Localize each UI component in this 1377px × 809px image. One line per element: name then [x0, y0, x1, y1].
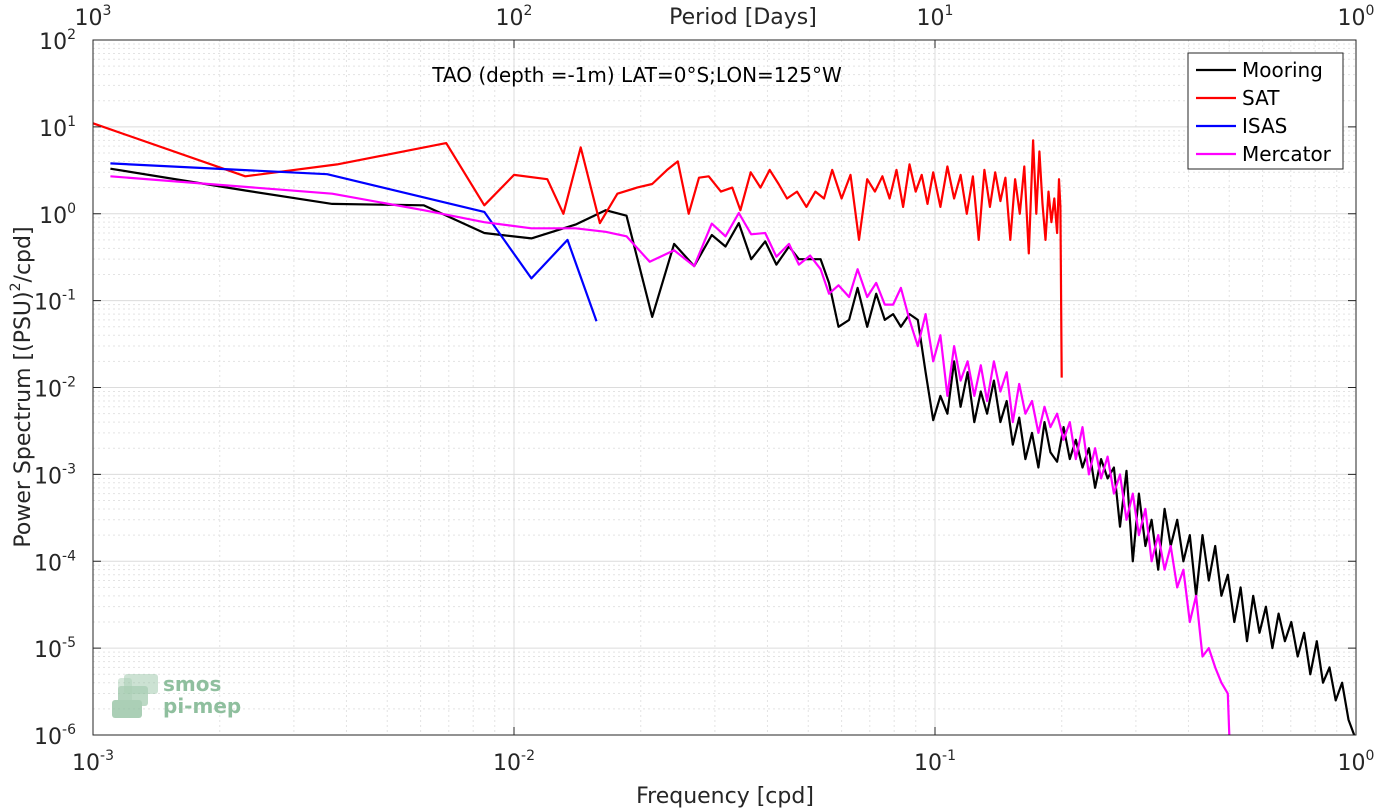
- y-tick-label-exp: 2: [67, 27, 76, 43]
- period-tick-label-exp: 2: [524, 3, 533, 19]
- x-axis-label: Frequency [cpd]: [636, 784, 814, 809]
- y-tick-label: 101: [39, 114, 76, 142]
- major-grid: [92, 39, 1357, 736]
- x-tick-label-base: 10: [914, 751, 942, 776]
- y-tick-label-exp: -3: [62, 461, 76, 477]
- period-tick-label: 101: [917, 3, 954, 31]
- legend: Mooring SAT ISAS Mercator: [1187, 52, 1344, 170]
- y-tick-label-base: 10: [34, 551, 62, 576]
- series-layer: [93, 122, 1356, 735]
- logo-mark: [112, 674, 158, 718]
- period-tick-label-base: 10: [1338, 6, 1366, 31]
- logo: smos pi-mep: [112, 672, 241, 718]
- period-tick-label: 102: [496, 3, 533, 31]
- period-tick-label-base: 10: [917, 6, 945, 31]
- series-line-mooring: [110, 167, 1356, 735]
- y-tick-label-exp: -6: [62, 722, 76, 738]
- series-line-mercator: [110, 175, 1231, 735]
- y-tick-label-base: 10: [34, 725, 62, 750]
- series-line-sat: [93, 122, 1063, 378]
- legend-label-mercator: Mercator: [1242, 142, 1332, 166]
- y-tick-label: 10-3: [34, 461, 76, 489]
- x-tick-label: 10-3: [72, 748, 114, 776]
- y-tick-label-exp: 1: [67, 114, 76, 130]
- legend-label-sat: SAT: [1242, 86, 1280, 110]
- logo-text-line1: smos: [163, 672, 221, 696]
- y-tick-label: 100: [39, 201, 76, 229]
- y-tick-label: 10-4: [34, 548, 76, 576]
- period-tick-labels: 103 102 101 100: [75, 3, 1375, 31]
- x-tick-label-base: 10: [72, 751, 100, 776]
- x-tick-label-exp: -3: [100, 748, 114, 764]
- y-tick-label: 10-1: [34, 288, 76, 316]
- y-tick-label-exp: -4: [62, 548, 76, 564]
- y-tick-label-exp: -2: [62, 375, 76, 391]
- y-tick-label-base: 10: [34, 378, 62, 403]
- y-axis-label-main: Power Spectrum [(PSU): [11, 291, 36, 547]
- period-tick-label: 103: [75, 3, 112, 31]
- x-tick-label-base: 10: [1338, 751, 1366, 776]
- y-axis-label: Power Spectrum [(PSU)2/cpd]: [8, 226, 36, 547]
- chart-title: TAO (depth =-1m) LAT=0°S;LON=125°W: [431, 63, 842, 87]
- y-tick-label: 102: [39, 27, 76, 55]
- period-tick-label: 100: [1338, 3, 1375, 31]
- x-tick-label: 10-2: [493, 748, 535, 776]
- series-line-isas: [110, 162, 598, 322]
- y-axis-label-sup: 2: [8, 282, 24, 291]
- y-tick-label: 10-5: [34, 635, 76, 663]
- x-tick-label-exp: 0: [1366, 748, 1375, 764]
- x-tick-label: 10-1: [914, 748, 956, 776]
- y-tick-label: 10-2: [34, 375, 76, 403]
- legend-box: [1187, 52, 1344, 170]
- minor-grid: [93, 40, 1356, 735]
- tick-marks: [92, 39, 1357, 736]
- y-axis-label-tail: /cpd]: [11, 226, 36, 282]
- y-tick-label-base: 10: [39, 204, 67, 229]
- logo-text-line2: pi-mep: [163, 694, 241, 718]
- y-tick-label-exp: -5: [62, 635, 76, 651]
- y-tick-label-base: 10: [34, 464, 62, 489]
- y-tick-label-base: 10: [39, 117, 67, 142]
- legend-label-isas: ISAS: [1242, 114, 1287, 138]
- period-tick-label-base: 10: [75, 6, 103, 31]
- x-tick-label-base: 10: [493, 751, 521, 776]
- legend-label-mooring: Mooring: [1242, 58, 1323, 82]
- x-tick-label: 100: [1338, 748, 1375, 776]
- period-tick-label-exp: 0: [1366, 3, 1375, 19]
- y-tick-label-exp: 0: [67, 201, 76, 217]
- y-tick-label: 10-6: [34, 722, 76, 750]
- y-tick-label-base: 10: [34, 638, 62, 663]
- x-tick-label-exp: -1: [942, 748, 956, 764]
- period-tick-label-exp: 3: [103, 3, 112, 19]
- x2-axis-label: Period [Days]: [669, 5, 817, 30]
- x-tick-label-exp: -2: [521, 748, 535, 764]
- y-tick-label-base: 10: [39, 30, 67, 55]
- period-tick-label-base: 10: [496, 6, 524, 31]
- x-tick-labels: 10-3 10-2 10-1 100: [72, 748, 1374, 776]
- period-tick-label-exp: 1: [945, 3, 954, 19]
- y-tick-label-base: 10: [34, 291, 62, 316]
- y-tick-label-exp: -1: [62, 288, 76, 304]
